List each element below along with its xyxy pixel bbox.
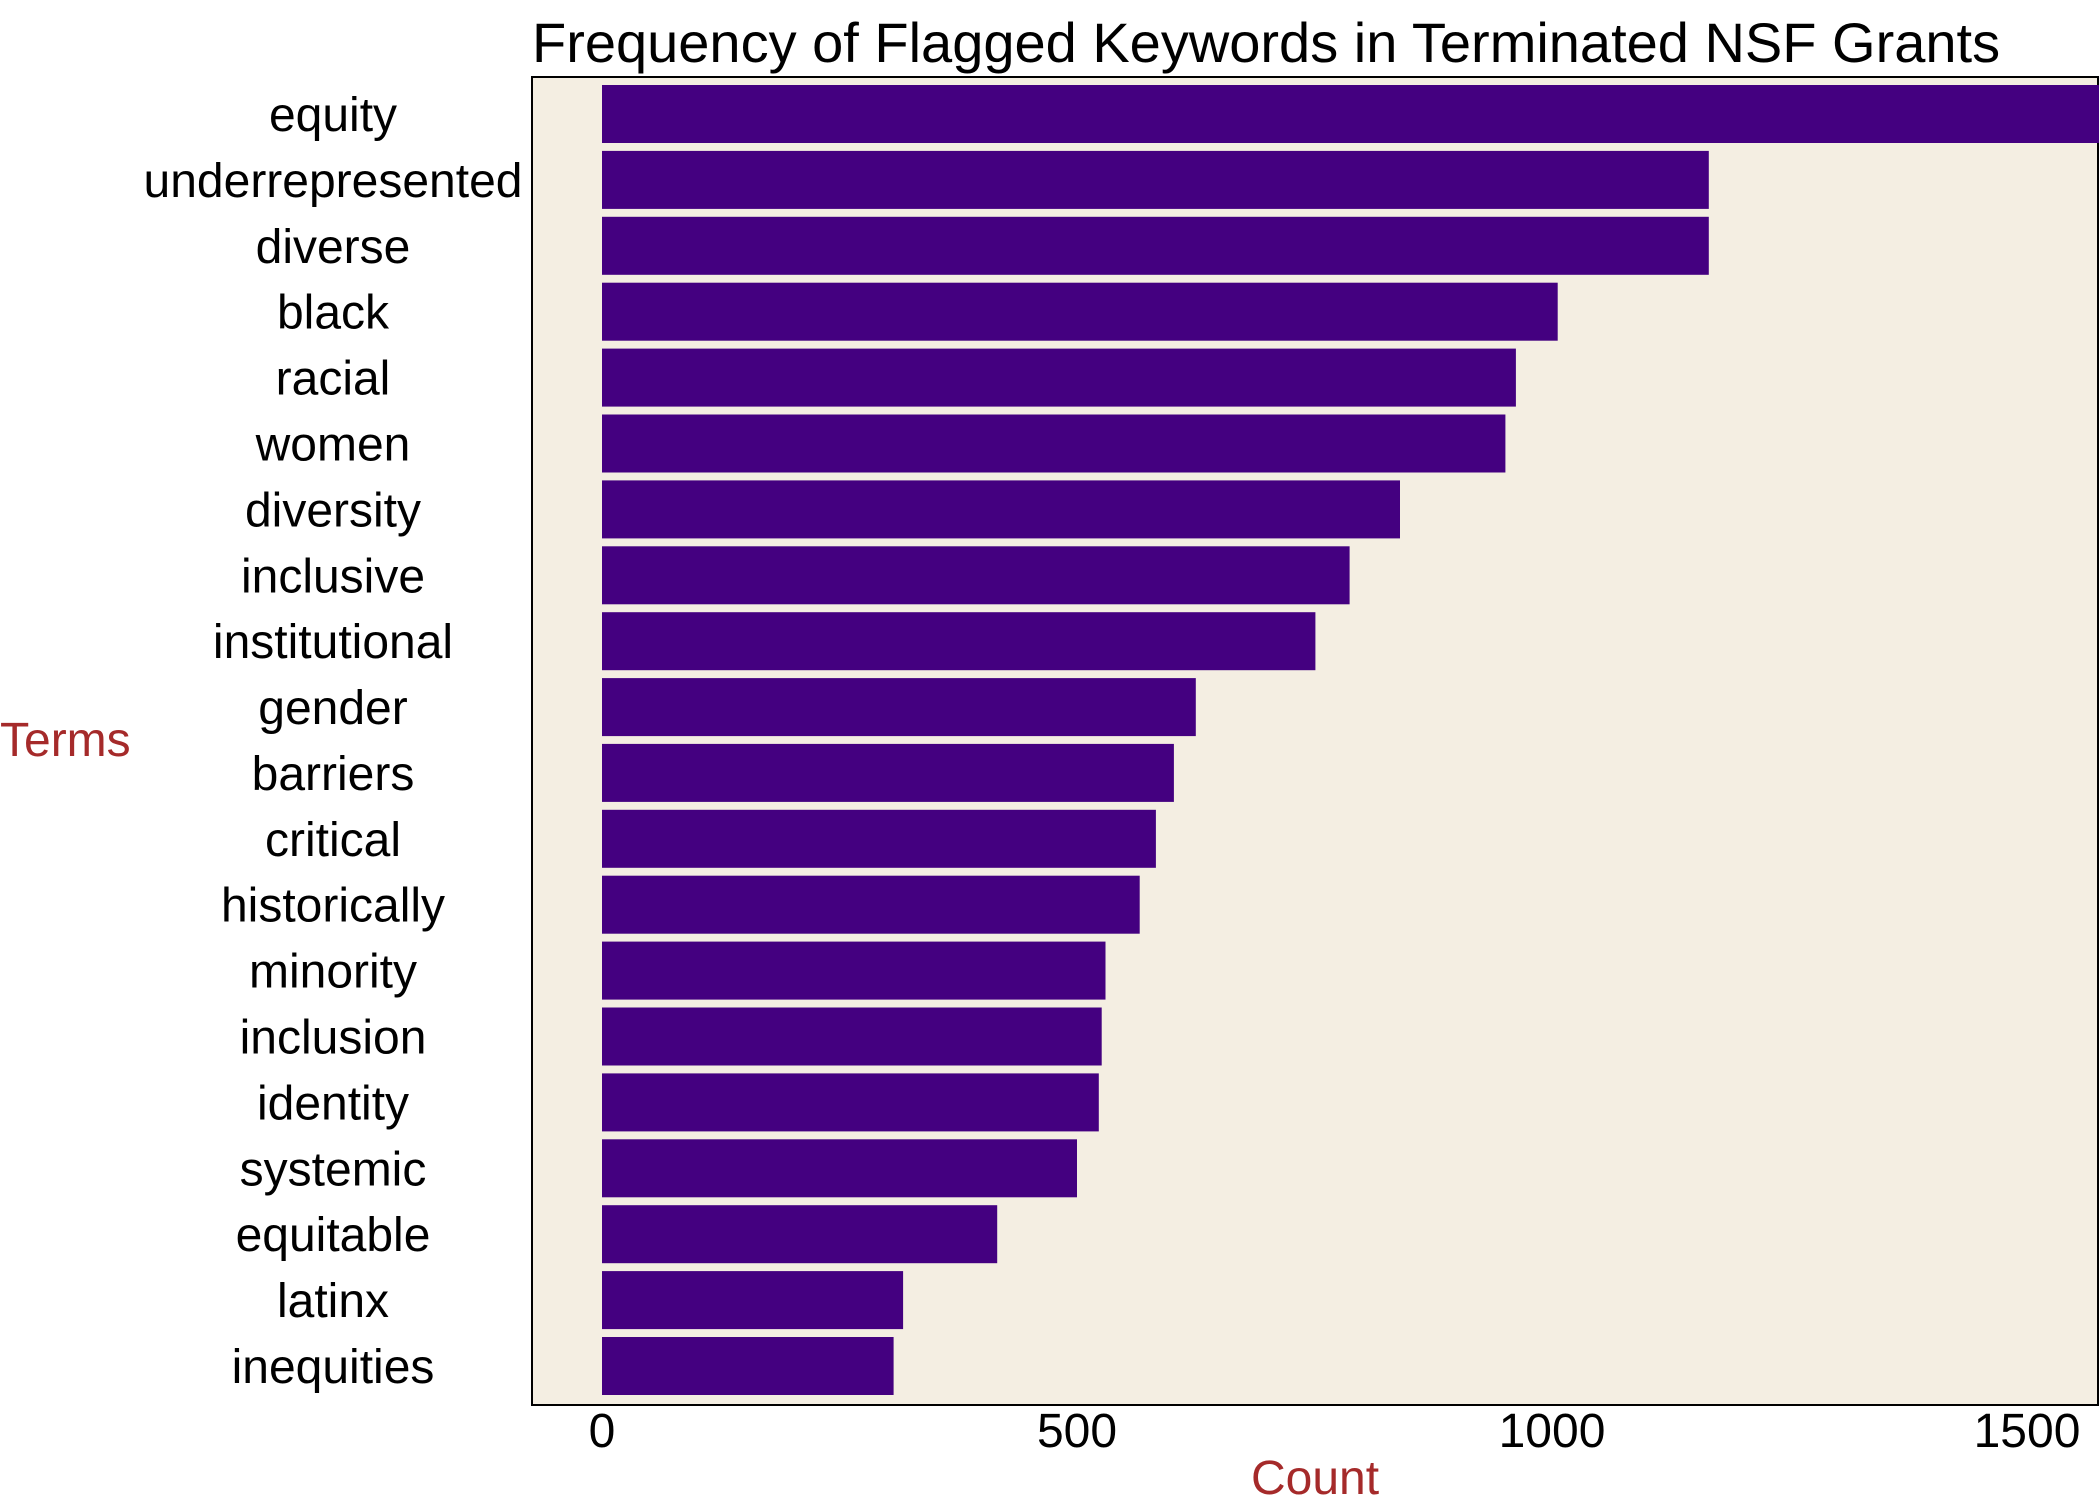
category-label-historically: historically — [221, 880, 445, 933]
bar-systemic — [602, 1139, 1077, 1198]
x-tick-labels: 0 500 1000 1500 — [589, 1405, 2081, 1458]
bars — [602, 85, 2099, 1395]
category-label-underrepresented: underrepresented — [144, 155, 523, 208]
x-tick-500: 500 — [1037, 1405, 1117, 1458]
bar-inclusive — [602, 546, 1350, 605]
category-label-systemic: systemic — [240, 1143, 427, 1196]
category-label-inclusion: inclusion — [240, 1012, 427, 1065]
category-label-equitable: equitable — [236, 1209, 431, 1262]
category-label-women: women — [255, 419, 411, 472]
x-axis-title: Count — [1251, 1452, 1379, 1499]
x-tick-1500: 1500 — [1974, 1405, 2081, 1458]
bar-underrepresented — [602, 150, 1709, 209]
category-label-inequities: inequities — [232, 1341, 435, 1394]
bar-identity — [602, 1073, 1099, 1132]
category-label-inclusive: inclusive — [241, 550, 425, 603]
bar-women — [602, 414, 1506, 473]
bar-critical — [602, 809, 1156, 868]
bar-inclusion — [602, 1007, 1102, 1066]
bar-inequities — [602, 1337, 894, 1395]
bar-equity — [602, 85, 2099, 143]
bar-racial — [602, 348, 1516, 407]
bar-barriers — [602, 743, 1174, 802]
bar-diverse — [602, 216, 1709, 275]
category-label-gender: gender — [258, 682, 407, 735]
x-tick-0: 0 — [589, 1405, 616, 1458]
bar-latinx — [602, 1271, 904, 1330]
category-label-diversity: diversity — [245, 484, 421, 537]
category-labels: equity underrepresented diverse black racial… — [144, 89, 523, 1394]
bar-diversity — [602, 480, 1400, 539]
bar-historically — [602, 875, 1140, 934]
category-label-racial: racial — [276, 353, 391, 406]
category-label-diverse: diverse — [256, 221, 411, 274]
category-label-barriers: barriers — [252, 748, 415, 801]
category-label-identity: identity — [257, 1077, 409, 1130]
bar-minority — [602, 941, 1106, 1000]
category-label-institutional: institutional — [213, 616, 453, 669]
category-label-minority: minority — [249, 946, 417, 999]
x-tick-1000: 1000 — [1499, 1405, 1606, 1458]
bar-gender — [602, 678, 1196, 737]
chart-title: Frequency of Flagged Keywords in Termina… — [532, 11, 2000, 74]
category-label-equity: equity — [269, 89, 397, 142]
category-label-critical: critical — [265, 814, 401, 867]
y-axis-title: Terms — [0, 714, 131, 767]
category-label-black: black — [277, 287, 390, 340]
category-label-latinx: latinx — [277, 1275, 389, 1328]
bar-institutional — [602, 612, 1316, 671]
bar-black — [602, 282, 1558, 341]
bar-equitable — [602, 1205, 998, 1264]
